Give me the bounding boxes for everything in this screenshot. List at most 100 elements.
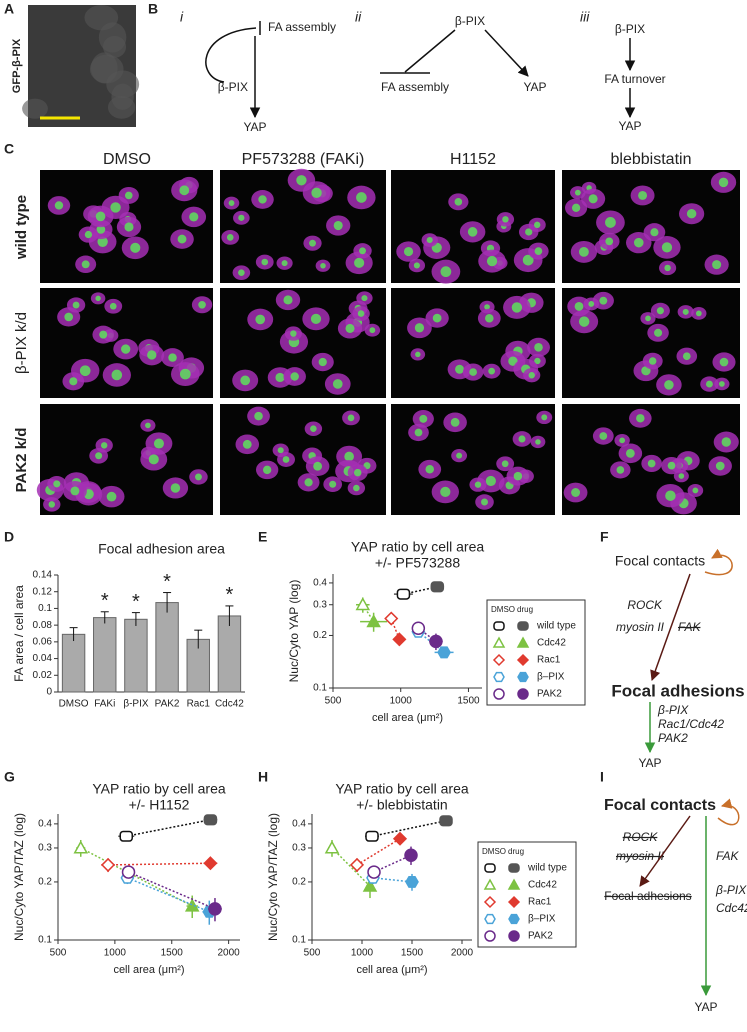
cell [84, 4, 119, 31]
nucleus [664, 380, 674, 390]
panel-label: D [4, 529, 14, 545]
image-label: GFP-β-PIX [11, 38, 23, 93]
nucleus [511, 302, 523, 313]
node: FA assembly [381, 80, 449, 94]
y-tick-label: 0.04 [33, 653, 53, 664]
nucleus [347, 414, 355, 422]
nucleus [502, 216, 509, 223]
nucleus [84, 230, 93, 239]
inhibition [404, 29, 456, 73]
nucleus [290, 330, 297, 337]
nucleus [310, 313, 322, 324]
x-tick-label: Cdc42 [215, 699, 244, 710]
nucleus [605, 217, 616, 228]
model-numeral: i [180, 9, 184, 25]
legend-label: Cdc42 [537, 638, 566, 649]
nucleus [318, 357, 327, 367]
nucleus [99, 330, 108, 339]
row-header: wild type [13, 195, 30, 260]
column-header: PF573288 (FAKi) [242, 151, 365, 168]
bar [61, 633, 86, 693]
y-axis-label: FA area / cell area [12, 585, 26, 682]
nucleus [72, 301, 80, 309]
nucleus [281, 260, 288, 267]
legend-marker [493, 688, 505, 700]
nucleus [682, 352, 691, 361]
nucleus [121, 344, 131, 354]
nucleus [518, 435, 526, 443]
column-header: DMSO [103, 151, 151, 168]
x-tick-label: 2000 [451, 948, 474, 959]
nucleus [522, 254, 534, 266]
legend-marker [484, 930, 496, 942]
point [367, 865, 381, 879]
legend-marker [517, 671, 529, 683]
point [324, 840, 340, 854]
x-tick-label: 1000 [351, 948, 374, 959]
bar [155, 602, 179, 693]
nucleus [353, 468, 362, 477]
nucleus [242, 439, 252, 449]
nucleus [450, 417, 460, 427]
y-tick-label: 0.2 [313, 630, 327, 641]
nucleus [238, 269, 245, 276]
nucleus [147, 350, 157, 360]
nucleus [525, 228, 533, 236]
significance: * [226, 584, 234, 606]
nucleus [574, 302, 584, 311]
node: β-PIX [657, 703, 689, 717]
point [119, 830, 133, 842]
x-tick-label: 1500 [457, 696, 480, 707]
y-tick-label: 0.1 [38, 935, 52, 946]
nucleus [425, 465, 435, 474]
nucleus [454, 198, 463, 206]
nucleus [304, 478, 313, 487]
legend-marker [493, 671, 505, 683]
y-tick-label: 0.06 [33, 636, 53, 647]
point [203, 856, 218, 871]
y-tick-label: 0.4 [313, 578, 327, 589]
nucleus [485, 475, 496, 487]
point [121, 865, 136, 879]
nucleus [332, 379, 343, 389]
point [411, 621, 426, 635]
nucleus [277, 447, 284, 454]
trend-line [356, 838, 401, 866]
legend-label: wild type [527, 863, 567, 874]
y-tick-label: 0.08 [33, 620, 53, 631]
cell [107, 96, 136, 119]
nucleus [574, 189, 581, 196]
chart-subtitle: +/- blebbistatin [356, 797, 447, 813]
nucleus [588, 194, 598, 204]
node: YAP [618, 119, 641, 133]
x-tick-label: 1500 [401, 948, 424, 959]
nucleus [283, 295, 293, 305]
legend-label: β–PIX [528, 914, 556, 925]
nucleus [170, 483, 181, 493]
nucleus [100, 442, 108, 449]
y-tick-label: 0.2 [38, 877, 52, 888]
node: Rac1/Cdc42 [658, 717, 724, 731]
legend-marker [508, 913, 520, 925]
nucleus [313, 461, 323, 471]
nucleus [353, 484, 360, 492]
legend-label: PAK2 [537, 689, 562, 700]
node: β-PIX [218, 80, 248, 94]
nucleus [588, 301, 595, 307]
nucleus [455, 364, 465, 374]
y-tick-label: 0.4 [292, 819, 306, 830]
legend-marker [507, 895, 521, 909]
legend-label: β–PIX [537, 672, 565, 683]
trend-line [108, 862, 211, 866]
nucleus [695, 310, 702, 317]
nucleus [426, 236, 433, 244]
legend-marker [517, 621, 529, 631]
nucleus [413, 262, 420, 269]
nucleus [54, 201, 64, 210]
nucleus [534, 357, 541, 365]
legend-header: DMSO [491, 605, 515, 614]
nucleus [648, 357, 657, 365]
y-tick-label: 0.3 [313, 599, 327, 610]
nucleus [329, 480, 337, 488]
